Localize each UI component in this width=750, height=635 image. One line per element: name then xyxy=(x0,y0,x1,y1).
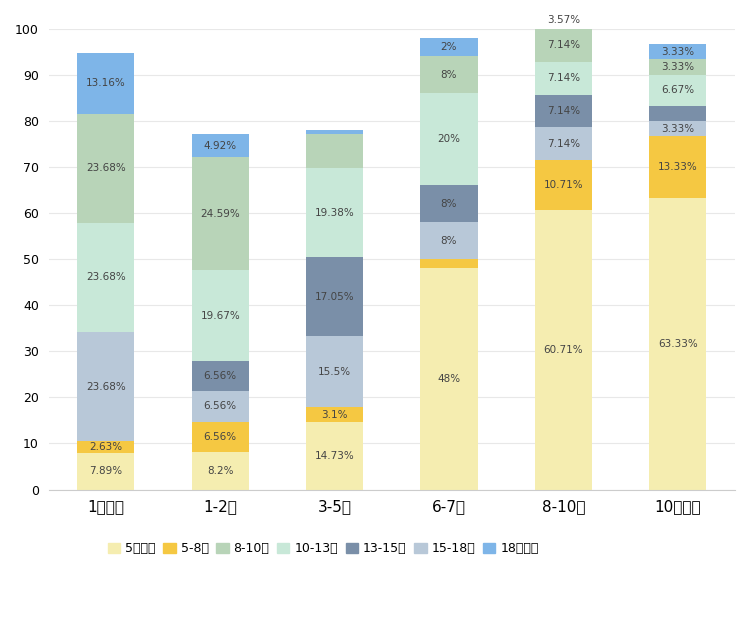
Text: 20%: 20% xyxy=(437,134,460,144)
Bar xyxy=(421,222,478,259)
Text: 15.5%: 15.5% xyxy=(318,366,351,377)
Text: 63.33%: 63.33% xyxy=(658,338,698,349)
Bar xyxy=(650,121,706,137)
Bar xyxy=(650,137,706,197)
Text: 7.89%: 7.89% xyxy=(89,467,122,476)
Bar xyxy=(535,62,592,95)
Bar xyxy=(535,210,592,490)
Text: 8%: 8% xyxy=(441,199,458,209)
Bar xyxy=(77,53,134,114)
Bar xyxy=(535,95,592,128)
Text: 6.56%: 6.56% xyxy=(204,432,237,442)
Text: 2.63%: 2.63% xyxy=(89,442,122,452)
Bar xyxy=(535,12,592,29)
Bar xyxy=(306,408,363,422)
Bar xyxy=(650,197,706,490)
Text: 10.71%: 10.71% xyxy=(544,180,584,190)
Bar xyxy=(191,391,249,422)
Bar xyxy=(535,128,592,161)
Bar xyxy=(650,105,706,121)
Bar xyxy=(306,133,363,168)
Bar xyxy=(191,422,249,451)
Text: 23.68%: 23.68% xyxy=(86,272,126,283)
Bar xyxy=(421,269,478,490)
Text: 7.14%: 7.14% xyxy=(547,106,580,116)
Text: 60.71%: 60.71% xyxy=(544,345,584,355)
Text: 7.14%: 7.14% xyxy=(547,139,580,149)
Bar xyxy=(77,332,134,441)
Bar xyxy=(421,57,478,93)
Text: 24.59%: 24.59% xyxy=(200,209,240,218)
Bar xyxy=(535,161,592,210)
Text: 3.1%: 3.1% xyxy=(321,410,348,420)
Text: 3.57%: 3.57% xyxy=(547,15,580,25)
Bar xyxy=(191,361,249,391)
Text: 8%: 8% xyxy=(441,70,458,80)
Text: 19.67%: 19.67% xyxy=(200,311,240,321)
Bar xyxy=(650,75,706,105)
Bar xyxy=(77,453,134,490)
Text: 4.92%: 4.92% xyxy=(204,141,237,150)
Text: 13.16%: 13.16% xyxy=(86,78,126,88)
Bar xyxy=(191,157,249,271)
Text: 3.33%: 3.33% xyxy=(662,124,694,133)
Text: 19.38%: 19.38% xyxy=(315,208,355,218)
Bar xyxy=(191,135,249,157)
Text: 17.05%: 17.05% xyxy=(315,291,355,302)
Text: 8.2%: 8.2% xyxy=(207,465,233,476)
Bar xyxy=(421,185,478,222)
Text: 13.33%: 13.33% xyxy=(658,162,698,172)
Text: 2%: 2% xyxy=(441,42,458,52)
Text: 8%: 8% xyxy=(441,236,458,246)
Text: 48%: 48% xyxy=(437,374,460,384)
Text: 7.14%: 7.14% xyxy=(547,40,580,50)
Bar xyxy=(191,271,249,361)
Bar xyxy=(306,422,363,490)
Bar xyxy=(421,259,478,269)
Text: 3.33%: 3.33% xyxy=(662,62,694,72)
Text: 6.67%: 6.67% xyxy=(662,85,694,95)
Bar xyxy=(306,336,363,408)
Bar xyxy=(306,130,363,133)
Bar xyxy=(650,60,706,75)
Text: 23.68%: 23.68% xyxy=(86,382,126,392)
Text: 14.73%: 14.73% xyxy=(315,451,355,460)
Text: 7.14%: 7.14% xyxy=(547,73,580,83)
Bar xyxy=(650,44,706,60)
Bar xyxy=(306,257,363,336)
Bar xyxy=(306,168,363,257)
Text: 6.56%: 6.56% xyxy=(204,371,237,381)
Bar xyxy=(77,441,134,453)
Text: 3.33%: 3.33% xyxy=(662,47,694,57)
Text: 6.56%: 6.56% xyxy=(204,401,237,411)
Bar xyxy=(77,223,134,332)
Bar xyxy=(421,93,478,185)
Bar xyxy=(191,451,249,490)
Legend: 5万以下, 5-8万, 8-10万, 10-13万, 13-15万, 15-18万, 18万以上: 5万以下, 5-8万, 8-10万, 10-13万, 13-15万, 15-18… xyxy=(103,537,544,560)
Bar xyxy=(535,29,592,62)
Text: 23.68%: 23.68% xyxy=(86,163,126,173)
Bar xyxy=(421,38,478,57)
Bar xyxy=(77,114,134,223)
